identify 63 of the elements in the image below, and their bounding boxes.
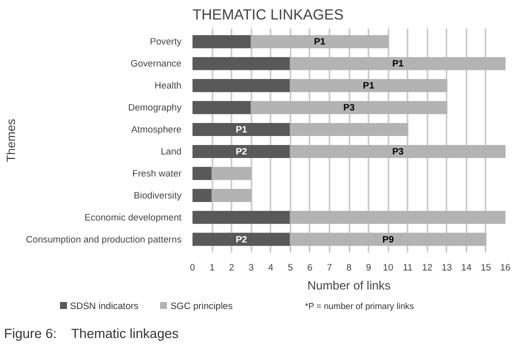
data-label: P1: [362, 80, 374, 91]
x-tick-label: 6: [307, 262, 312, 272]
legend-item: SGC principles: [160, 301, 233, 311]
y-tick-label: Poverty: [150, 36, 182, 47]
bar: [290, 122, 408, 136]
x-tick-label: 13: [442, 262, 452, 272]
bar: [192, 210, 291, 224]
bar: [192, 232, 291, 246]
bar: [192, 144, 291, 158]
bar: [250, 101, 448, 114]
x-tick-label: 14: [461, 262, 472, 272]
y-axis-title: Themes: [4, 118, 18, 162]
x-tick-label: 11: [402, 262, 413, 272]
chart-title: THEMATIC LINKAGES: [192, 8, 344, 24]
x-tick-label: 9: [366, 262, 372, 272]
y-tick-label: Health: [154, 80, 182, 91]
x-tick-label: 12: [422, 262, 432, 272]
bar: [192, 57, 291, 70]
bar: [250, 35, 389, 48]
y-tick-label: Economic development: [84, 212, 182, 222]
bar: [290, 144, 506, 158]
x-tick-label: 16: [500, 262, 511, 272]
bar: [290, 210, 506, 224]
data-label: P2: [236, 234, 248, 244]
bar: [192, 79, 291, 92]
x-tick-label: 8: [346, 262, 352, 272]
data-label: P9: [382, 234, 394, 244]
y-tick-label: Consumption and production patterns: [26, 234, 182, 244]
data-label: P1: [392, 58, 404, 69]
y-tick-label: Land: [160, 146, 182, 156]
caption: Figure 6: Thematic linkages: [4, 325, 179, 343]
y-tick-label: Demography: [128, 102, 182, 113]
x-axis-title: Number of links: [307, 278, 391, 292]
bar: [192, 188, 213, 202]
y-tick-label: Fresh water: [132, 168, 182, 178]
data-label: P1: [314, 36, 326, 47]
data-label: P3: [343, 102, 355, 113]
y-tick-label: Governance: [130, 58, 182, 69]
x-tick-label: 5: [288, 262, 293, 272]
data-label: P3: [392, 146, 404, 156]
bar: [290, 57, 506, 70]
x-tick-label: 1: [209, 262, 215, 272]
x-tick-label: 7: [326, 262, 332, 272]
bar: [290, 79, 448, 92]
bar: [192, 166, 213, 180]
bar: [212, 188, 252, 202]
y-tick-label: Atmosphere: [131, 124, 182, 135]
x-tick-label: 10: [382, 262, 394, 272]
data-label: P1: [236, 124, 248, 135]
legend-item: SDSN indicators: [60, 301, 138, 311]
x-tick-label: 4: [268, 262, 274, 272]
y-tick-label: Biodiversity: [134, 190, 182, 200]
x-tick-label: 3: [248, 262, 254, 272]
bar: [192, 122, 291, 136]
bar: [212, 166, 252, 180]
data-label: P2: [236, 146, 248, 156]
x-tick-label: 2: [229, 262, 234, 272]
bar: [290, 232, 486, 246]
x-tick-label: 15: [480, 262, 492, 272]
text: *P = number of primary links: [305, 300, 414, 312]
x-tick-label: 0: [190, 262, 196, 272]
bar: [192, 35, 252, 48]
bar: [192, 101, 252, 114]
